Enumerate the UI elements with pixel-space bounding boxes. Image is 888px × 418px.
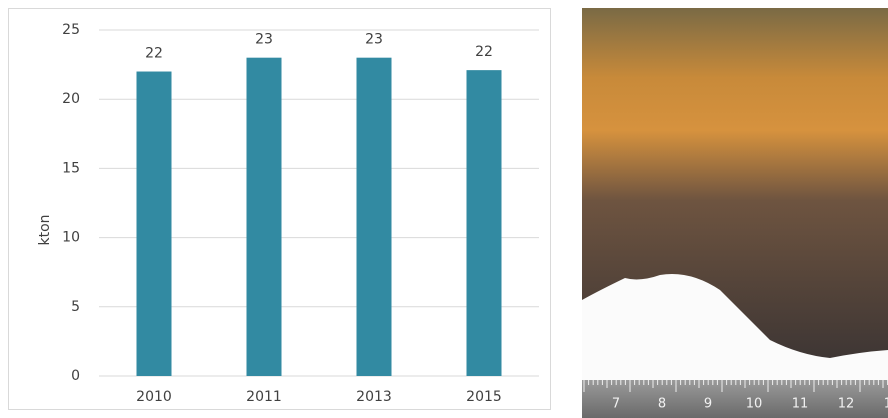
ruler-label: 11 — [792, 397, 809, 412]
bar — [136, 71, 172, 377]
ruler-marks: 7 8 9 10 11 12 13 — [583, 380, 888, 412]
ruler-label: 10 — [746, 397, 763, 412]
value-label: 23 — [255, 32, 273, 48]
ruler-label: 13 — [884, 397, 888, 412]
bar — [466, 70, 502, 377]
ruler-label: 12 — [838, 397, 855, 412]
value-label: 22 — [145, 46, 163, 62]
y-tick-label: 25 — [62, 22, 80, 38]
photo — [582, 8, 888, 418]
ruler-label: 9 — [704, 397, 712, 412]
x-tick-label: 2015 — [466, 389, 502, 405]
value-label: 23 — [365, 32, 383, 48]
ruler-label: 8 — [658, 397, 666, 412]
chart: 0 5 10 15 20 25 2010 22 2011 23 2013 23 2015 22 — [62, 22, 539, 405]
x-tick-label: 2011 — [246, 389, 282, 405]
bar — [356, 57, 392, 377]
y-tick-label: 5 — [71, 299, 80, 315]
x-tick-label: 2010 — [136, 389, 172, 405]
ruler-label: 7 — [612, 397, 620, 412]
y-axis-label: kton — [37, 214, 53, 245]
y-tick-label: 15 — [62, 160, 80, 176]
bar — [246, 57, 282, 377]
y-tick-label: 20 — [62, 91, 80, 107]
rock-sample — [582, 8, 888, 358]
y-tick-label: 0 — [71, 368, 80, 384]
value-label: 22 — [475, 44, 493, 60]
x-tick-label: 2013 — [356, 389, 392, 405]
y-tick-label: 10 — [62, 230, 80, 246]
